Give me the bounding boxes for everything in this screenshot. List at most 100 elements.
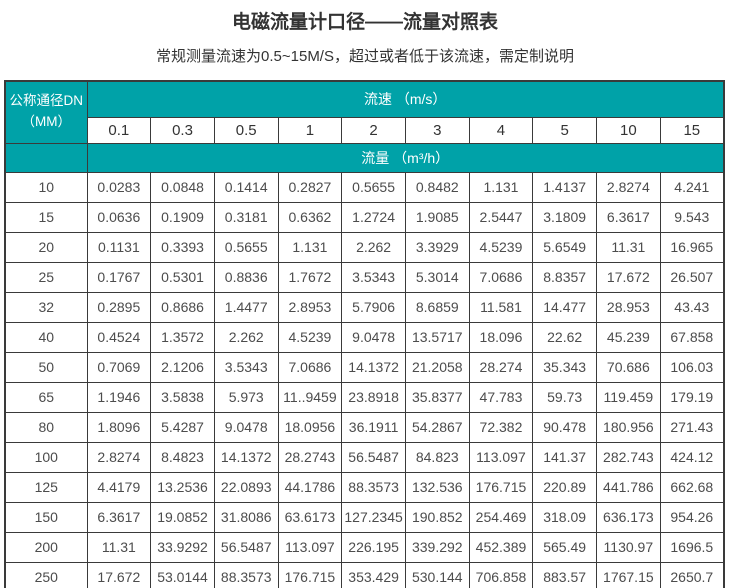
flow-value-cell: 23.8918	[341, 381, 406, 413]
flow-value-cell: 0.1131	[86, 231, 152, 263]
flow-value-cell: 54.2867	[404, 411, 470, 443]
table-row: 20 0.1131 0.3393 0.5655 1.131 2.262 3.3929 4.52…	[4, 231, 725, 263]
flow-value-cell: 16.965	[659, 231, 725, 263]
flow-value-cell: 662.68	[659, 471, 725, 503]
dn-value-cell: 15	[4, 201, 88, 233]
flow-value-cell: 4.5239	[277, 321, 343, 353]
flow-value-cell: 53.0144	[150, 561, 215, 588]
flow-value-cell: 176.715	[468, 471, 534, 503]
flow-value-cell: 2.262	[341, 231, 406, 263]
flow-value-cell: 0.5655	[341, 171, 406, 203]
flow-value-cell: 0.8686	[150, 291, 215, 323]
flow-value-cell: 0.4524	[86, 321, 152, 353]
flow-value-cell: 254.469	[468, 501, 534, 533]
velocity-value-cell: 4	[468, 116, 534, 144]
flow-value-cell: 11.31	[86, 531, 152, 563]
flow-value-cell: 452.389	[468, 531, 534, 563]
flow-value-cell: 18.0956	[277, 411, 343, 443]
flow-value-cell: 132.536	[404, 471, 470, 503]
flow-value-cell: 353.429	[341, 561, 406, 588]
flow-value-cell: 17.672	[596, 261, 661, 293]
table-row: 65 1.1946 3.5838 5.973 11..9459 23.8918 35.837…	[4, 381, 725, 413]
flow-value-cell: 0.1767	[86, 261, 152, 293]
flow-value-cell: 1.2724	[341, 201, 406, 233]
flow-value-cell: 0.8482	[404, 171, 470, 203]
flow-value-cell: 271.43	[659, 411, 725, 443]
flow-value-cell: 1.4477	[213, 291, 279, 323]
flow-value-cell: 0.1414	[213, 171, 279, 203]
flow-comparison-table: 公称通径DN （MM） 流速 （m/s） 0.1 0.3 0.5 1 2 3 4 5 10 15 …	[4, 80, 725, 588]
flow-value-cell: 8.4823	[150, 441, 215, 473]
flow-value-cell: 0.7069	[86, 351, 152, 383]
flow-value-cell: 84.823	[404, 441, 470, 473]
flow-value-cell: 5.6549	[532, 231, 597, 263]
flow-value-cell: 4.4179	[86, 471, 152, 503]
flow-value-cell: 5.7906	[341, 291, 406, 323]
dn-value-cell: 20	[4, 231, 88, 263]
flow-value-cell: 2.262	[213, 321, 279, 353]
flow-value-cell: 424.12	[659, 441, 725, 473]
flow-value-cell: 4.5239	[468, 231, 534, 263]
flow-value-cell: 113.097	[277, 531, 343, 563]
flow-value-cell: 5.973	[213, 381, 279, 413]
flow-value-cell: 3.5343	[341, 261, 406, 293]
velocity-header-cell: 流速 （m/s）	[86, 80, 725, 118]
flow-value-cell: 1.9085	[404, 201, 470, 233]
page-subtitle: 常规测量流速为0.5~15M/S，超过或者低于该流速，需定制说明	[156, 48, 574, 65]
flow-value-cell: 19.0852	[150, 501, 215, 533]
flow-value-cell: 2.1206	[150, 351, 215, 383]
flow-value-cell: 22.0893	[213, 471, 279, 503]
flow-value-cell: 113.097	[468, 441, 534, 473]
velocity-value-cell: 3	[404, 116, 470, 144]
flow-value-cell: 67.858	[659, 321, 725, 353]
flow-value-cell: 339.292	[404, 531, 470, 563]
velocity-value-cell: 2	[341, 116, 406, 144]
table-row: 150 6.3617 19.0852 31.8086 63.6173 127.2345 19…	[4, 501, 725, 533]
flow-value-cell: 1130.97	[596, 531, 661, 563]
velocity-value-cell: 1	[277, 116, 343, 144]
flow-value-cell: 3.1809	[532, 201, 597, 233]
flow-value-cell: 0.2827	[277, 171, 343, 203]
flow-value-cell: 5.4287	[150, 411, 215, 443]
table-row: 15 0.0636 0.1909 0.3181 0.6362 1.2724 1.9085 2.…	[4, 201, 725, 233]
flow-value-cell: 36.1911	[341, 411, 406, 443]
flow-value-cell: 954.26	[659, 501, 725, 533]
flow-value-cell: 441.786	[596, 471, 661, 503]
flow-value-cell: 226.195	[341, 531, 406, 563]
flow-value-cell: 17.672	[86, 561, 152, 588]
flow-value-cell: 13.2536	[150, 471, 215, 503]
flow-value-cell: 70.686	[596, 351, 661, 383]
dn-value-cell: 25	[4, 261, 88, 293]
flow-value-cell: 636.173	[596, 501, 661, 533]
dn-value-cell: 125	[4, 471, 88, 503]
flow-value-cell: 179.19	[659, 381, 725, 413]
flow-value-cell: 35.343	[532, 351, 597, 383]
flow-value-cell: 3.5838	[150, 381, 215, 413]
flow-value-cell: 6.3617	[86, 501, 152, 533]
flow-value-cell: 33.9292	[150, 531, 215, 563]
flow-value-cell: 1.131	[277, 231, 343, 263]
flow-value-cell: 8.6859	[404, 291, 470, 323]
flow-value-cell: 26.507	[659, 261, 725, 293]
flow-value-cell: 7.0686	[277, 351, 343, 383]
flow-value-cell: 8.8357	[532, 261, 597, 293]
flow-value-cell: 119.459	[596, 381, 661, 413]
table-row: 25 0.1767 0.5301 0.8836 1.7672 3.5343 5.3014 7.…	[4, 261, 725, 293]
page-title: 电磁流量计口径——流量对照表	[231, 12, 498, 33]
flow-value-cell: 1.131	[468, 171, 534, 203]
dn-value-cell: 40	[4, 321, 88, 353]
flow-value-cell: 318.09	[532, 501, 597, 533]
flow-value-cell: 0.0283	[86, 171, 152, 203]
flow-value-cell: 44.1786	[277, 471, 343, 503]
dn-value-cell: 200	[4, 531, 88, 563]
flow-header-cell: 流量 （m³/h）	[86, 142, 725, 173]
flow-value-cell: 0.0636	[86, 201, 152, 233]
dn-header-cell: 公称通径DN （MM）	[4, 80, 88, 144]
flow-value-cell: 1.7672	[277, 261, 343, 293]
dn-header-line1: 公称通径DN	[9, 93, 84, 109]
flow-value-cell: 180.956	[596, 411, 661, 443]
flow-value-cell: 18.096	[468, 321, 534, 353]
velocity-value-cell: 10	[596, 116, 661, 144]
flow-value-cell: 0.0848	[150, 171, 215, 203]
table-row: 32 0.2895 0.8686 1.4477 2.8953 5.7906 8.6859 11…	[4, 291, 725, 323]
